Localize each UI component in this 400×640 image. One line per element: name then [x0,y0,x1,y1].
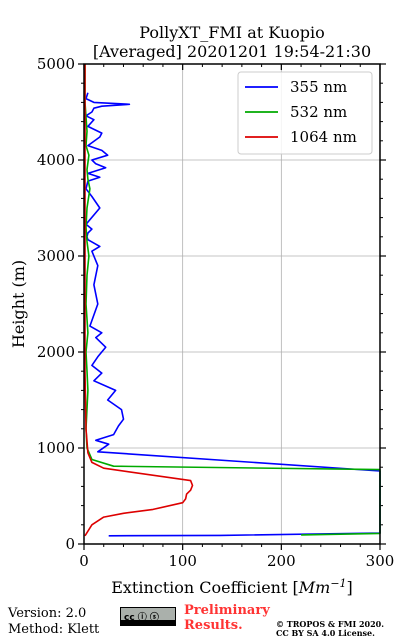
copyright-line1: © TROPOS & FMI 2020. [276,619,385,629]
x-tick-label: 300 [366,552,395,570]
cc-license-icon: cc ⓘ ⓢ [120,607,176,626]
cc-badge-text: cc ⓘ ⓢ [124,613,159,623]
x-tick-label: 0 [79,552,89,570]
version-text: Version: 2.0 [8,606,87,621]
preliminary-line2: Results. [184,618,243,633]
y-tick-label: 0 [65,535,75,553]
legend-label: 1064 nm [290,128,357,146]
series-line-532-nm [84,64,381,536]
copyright-line2: CC BY SA 4.0 License. [276,628,375,638]
y-tick-label: 3000 [37,247,75,265]
y-tick-label: 5000 [37,55,75,73]
footer-info: Version: 2.0 Method: Klett [8,606,99,638]
preliminary-line1: Preliminary [184,603,270,618]
plot-frame [83,63,381,545]
y-axis-label: Height (m) [9,260,28,348]
x-tick-label: 200 [267,552,296,570]
preliminary-notice: Preliminary Results. [184,603,270,633]
series-layer [84,64,381,537]
series-line-1064-nm [84,64,194,537]
copyright-notice: © TROPOS & FMI 2020. CC BY SA 4.0 Licens… [276,620,384,638]
method-text: Method: Klett [8,622,100,637]
y-tick-label: 1000 [37,439,75,457]
cc-badge-bar [121,620,175,625]
extinction-profile-chart: PollyXT_FMI at Kuopio [Averaged] 2020120… [9,23,395,597]
y-tick-label: 2000 [37,343,75,361]
chart-title-line2: [Averaged] 20201201 19:54-21:30 [93,42,371,61]
legend: 355 nm 532 nm 1064 nm [237,71,373,155]
chart-title-line1: PollyXT_FMI at Kuopio [139,23,325,42]
x-tick-label: 100 [168,552,197,570]
legend-label: 532 nm [290,103,347,121]
y-tick-label: 4000 [37,151,75,169]
legend-label: 355 nm [290,78,347,96]
legend-box [237,71,373,155]
x-axis-label: Extinction Coefficient [Mm−1] [111,577,353,597]
